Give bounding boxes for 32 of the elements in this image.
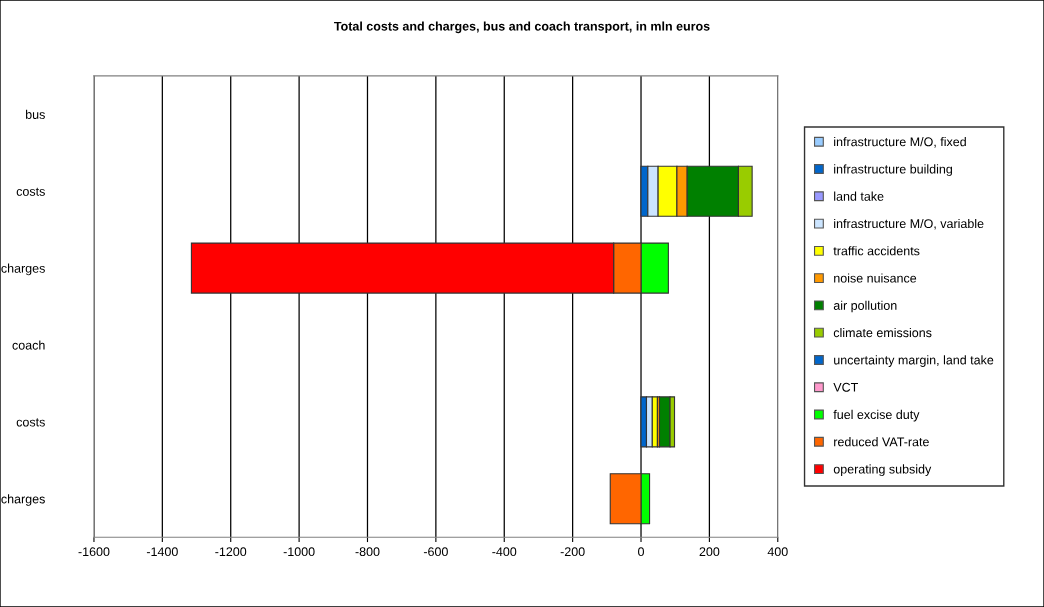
x-tick-label: -1600: [78, 547, 110, 557]
legend-label: climate emissions: [833, 327, 932, 338]
bar: [640, 396, 648, 448]
y-tick-label: costs: [16, 418, 45, 427]
y-tick-label: bus: [26, 109, 45, 119]
y-tick-label: charges: [1, 494, 45, 506]
x-tick-label: 400: [767, 547, 788, 557]
legend-label: air pollution: [833, 300, 897, 313]
legend-label: noise nuisance: [834, 273, 917, 283]
x-tick-label: -800: [355, 547, 380, 557]
y-tick-label: coach: [12, 340, 45, 350]
x-tick-label: -400: [492, 547, 517, 557]
y-tick-label: costs: [16, 187, 45, 196]
y-tick-label: charges: [1, 263, 45, 276]
x-tick-label: -600: [423, 547, 448, 557]
legend-label: uncertainty margin, land take: [834, 355, 994, 367]
x-tick-label: -1200: [215, 547, 247, 557]
x-tick-label: -1000: [283, 547, 315, 557]
legend-label: infrastructure building: [834, 164, 952, 176]
legend-label: VCT: [833, 382, 859, 392]
chart-title: Total costs and charges, bus and coach transport, in mln euros: [334, 21, 710, 34]
x-tick-label: 0: [638, 547, 644, 557]
x-tick-label: -1400: [146, 547, 178, 557]
legend-label: land take: [834, 191, 884, 201]
x-tick-label: -200: [560, 547, 585, 557]
legend-label: operating subsidy: [833, 464, 932, 477]
legend-label: reduced VAT-rate: [834, 437, 929, 447]
legend-label: infrastructure M/O, variable: [834, 218, 984, 230]
legend-label: fuel excise duty: [833, 409, 920, 422]
x-tick-label: 200: [699, 547, 720, 557]
legend-label: traffic accidents: [833, 246, 920, 256]
legend-label: infrastructure M/O, fixed: [834, 137, 966, 148]
